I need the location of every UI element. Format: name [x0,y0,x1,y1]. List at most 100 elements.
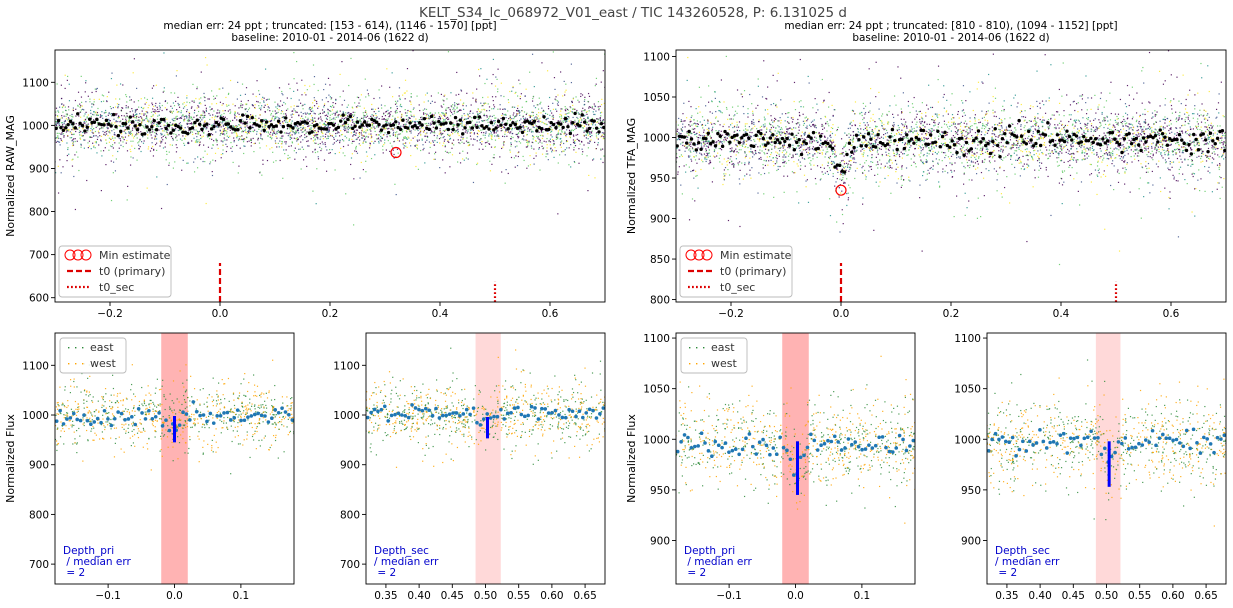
data-point [93,128,95,130]
data-point [73,126,75,128]
data-point [850,154,853,157]
data-point [183,119,185,121]
data-point [589,136,592,138]
data-point [176,146,178,149]
data-point [353,130,355,132]
data-point [160,207,163,210]
data-point [445,109,447,112]
data-point [252,93,254,95]
data-point [545,153,547,155]
data-point [549,125,551,128]
data-point [288,145,290,147]
data-point [518,109,520,112]
data-point [484,137,486,139]
data-point [444,115,446,117]
data-point [109,113,111,115]
data-point [578,162,580,164]
legend-box [58,245,172,298]
data-point [578,140,581,142]
data-point [314,138,316,140]
data-point [563,133,565,135]
data-point [263,131,265,133]
data-point [350,157,353,159]
data-point [309,129,311,131]
data-point [582,127,584,129]
data-point [219,129,221,131]
data-point [277,103,279,105]
data-point [537,135,539,138]
data-point [74,154,76,156]
data-point [945,144,947,146]
data-point [807,154,809,156]
data-point [521,106,523,108]
data-point [1000,150,1002,152]
data-point [353,178,355,180]
data-point [91,106,93,108]
binned-point [78,121,82,126]
data-point [579,122,581,124]
data-point [125,128,128,130]
data-point [440,121,442,123]
data-point [597,119,600,121]
data-point [983,161,985,163]
data-point [392,122,395,124]
data-point [327,111,329,113]
data-point [186,95,188,97]
data-point [340,125,342,127]
data-point [425,108,428,111]
data-point [297,128,299,130]
data-point [433,131,435,133]
data-point [592,111,594,113]
data-point [439,128,441,130]
data-point [159,106,161,109]
data-point [385,111,387,113]
data-point [462,103,464,105]
data-point [364,115,366,117]
data-point [304,103,306,106]
data-point [258,142,261,144]
data-point [849,122,851,124]
data-point [121,136,123,138]
data-point [154,136,156,139]
data-point [62,105,64,108]
data-point [681,155,684,157]
data-point [136,108,138,111]
data-point [96,121,99,124]
data-point [459,99,462,101]
data-point [992,95,994,98]
data-point [83,125,85,128]
data-point [382,134,385,136]
data-point [361,127,363,129]
data-point [280,137,282,139]
data-point [290,114,292,116]
data-point [56,132,58,134]
data-point [381,107,383,109]
data-point [189,120,191,122]
data-point [293,150,295,152]
data-point [556,138,559,140]
data-point [535,127,537,129]
data-point [306,135,308,138]
data-point [366,115,369,117]
data-point [723,158,725,160]
data-point [484,145,487,147]
data-point [424,162,426,164]
data-point [290,106,292,108]
data-point [844,132,846,134]
data-point [364,138,366,140]
binned-point [351,126,355,131]
data-point [412,50,414,52]
data-point [111,130,113,132]
data-point [839,153,841,155]
data-point [352,135,354,137]
data-point [805,127,807,129]
data-point [566,115,568,118]
data-point [493,106,496,108]
data-point [247,126,249,129]
data-point [143,126,145,128]
data-point [170,92,172,94]
data-point [137,121,139,123]
data-point [176,111,178,113]
data-point [553,142,555,145]
data-point [433,117,435,119]
